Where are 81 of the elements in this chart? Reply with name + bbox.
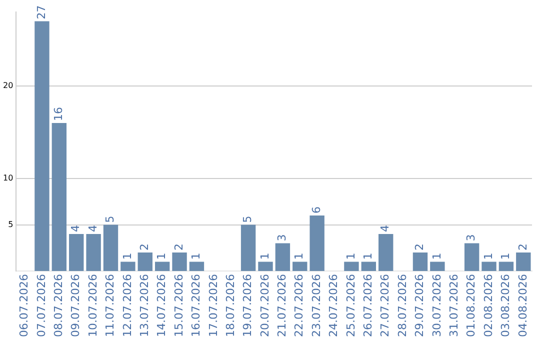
- bar: [275, 243, 290, 272]
- data-label: 5: [241, 216, 254, 223]
- data-label: 27: [34, 5, 48, 20]
- data-label: 1: [344, 252, 358, 260]
- data-label: 3: [464, 234, 478, 242]
- bar: [34, 21, 50, 272]
- data-label: 1: [190, 252, 203, 260]
- x-tick-label: 20.07.2026: [258, 274, 272, 338]
- x-tick-label: 23.07.2026: [310, 274, 323, 338]
- data-label: 2: [516, 244, 530, 251]
- data-label: 1: [482, 252, 495, 260]
- y-tick-label: 20: [2, 81, 14, 90]
- x-tick-label: 14.07.2026: [155, 274, 168, 338]
- x-tick-label: 10.07.2026: [86, 274, 100, 338]
- y-tick-label: 10: [2, 174, 14, 183]
- x-tick-label: 19.07.2026: [241, 274, 254, 338]
- data-label: 1: [499, 252, 512, 260]
- data-label: 4: [86, 225, 100, 232]
- x-tick-label: 29.07.2026: [413, 274, 426, 338]
- x-tick-label: 01.08.2026: [464, 274, 478, 338]
- data-label: 1: [258, 252, 272, 260]
- data-label: 5: [104, 216, 117, 223]
- data-label: 3: [276, 234, 289, 242]
- data-label: 1: [120, 252, 134, 260]
- x-tick-label: 18.07.2026: [224, 274, 237, 338]
- data-label: 16: [52, 107, 66, 122]
- x-tick-label: 08.07.2026: [52, 274, 66, 338]
- x-tick-label: 12.07.2026: [120, 274, 134, 338]
- bar: [258, 262, 273, 272]
- x-tick-label: 13.07.2026: [138, 274, 151, 338]
- bar: [516, 252, 531, 272]
- x-tick-label: 25.07.2026: [344, 274, 358, 338]
- x-tick-label: 28.07.2026: [396, 274, 409, 338]
- bar: [361, 262, 376, 272]
- bar: [498, 262, 514, 272]
- x-tick-label: 31.07.2026: [447, 274, 460, 338]
- bar: [103, 224, 118, 272]
- bar: [138, 252, 152, 272]
- x-tick-label: 26.07.2026: [362, 274, 375, 338]
- bar: [172, 252, 187, 272]
- x-tick-label: 11.07.2026: [104, 274, 117, 338]
- x-tick-label: 04.08.2026: [516, 274, 530, 338]
- data-label: 2: [413, 244, 426, 251]
- bar: [240, 224, 256, 272]
- bar: [120, 262, 136, 272]
- bar: [430, 262, 445, 272]
- bar: [52, 123, 67, 272]
- x-tick-label: 17.07.2026: [206, 274, 220, 338]
- data-label: 6: [310, 206, 323, 214]
- bar: [69, 234, 84, 272]
- x-tick-label: 02.08.2026: [482, 274, 495, 338]
- y-tick-label: 5: [8, 220, 14, 229]
- bar: [310, 216, 324, 272]
- x-tick-label: 16.07.2026: [190, 274, 203, 338]
- x-tick-label: 30.07.2026: [430, 274, 444, 338]
- x-tick-label: 07.07.2026: [34, 274, 48, 338]
- data-label: 1: [292, 252, 306, 260]
- x-tick-label: 22.07.2026: [292, 274, 306, 338]
- bar: [482, 262, 496, 272]
- data-label: 1: [430, 252, 444, 260]
- x-tick-label: 24.07.2026: [327, 274, 340, 338]
- data-label: 1: [155, 252, 168, 260]
- bar: [412, 252, 428, 272]
- data-label: 4: [378, 225, 392, 232]
- x-tick-label: 06.07.2026: [18, 274, 31, 338]
- data-label: 2: [172, 244, 186, 251]
- bar: [86, 234, 101, 272]
- bar: [154, 262, 170, 272]
- x-tick-label: 21.07.2026: [276, 274, 289, 338]
- data-label: 4: [69, 225, 82, 232]
- data-label: 2: [138, 244, 151, 251]
- x-tick-label: 03.08.2026: [499, 274, 512, 338]
- bar: [344, 262, 359, 272]
- x-tick-label: 27.07.2026: [378, 274, 392, 338]
- bar: [292, 262, 308, 272]
- x-tick-label: 15.07.2026: [172, 274, 186, 338]
- bar: [464, 243, 480, 272]
- bar: [378, 234, 394, 272]
- x-tick-label: 09.07.2026: [69, 274, 82, 338]
- bar: [189, 262, 204, 272]
- data-label: 1: [362, 252, 375, 260]
